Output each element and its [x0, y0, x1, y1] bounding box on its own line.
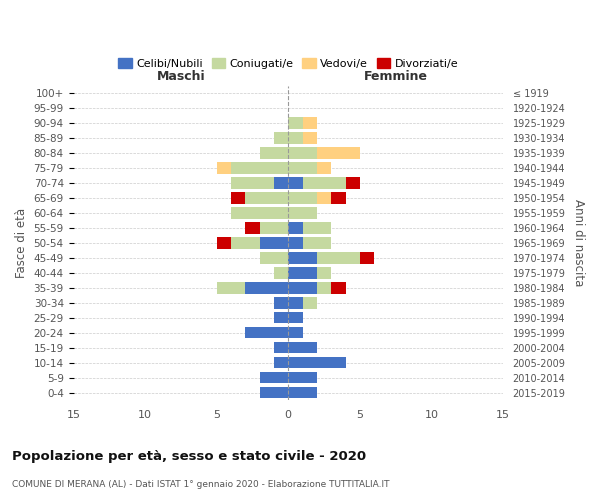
Bar: [317, 162, 331, 173]
Bar: [317, 192, 331, 203]
Bar: [302, 238, 331, 248]
Bar: [274, 298, 288, 308]
Bar: [231, 208, 288, 218]
Bar: [274, 268, 288, 278]
Bar: [288, 342, 317, 353]
Bar: [346, 178, 360, 188]
Bar: [302, 178, 346, 188]
Bar: [231, 192, 245, 203]
Bar: [288, 162, 317, 173]
Bar: [288, 327, 302, 338]
Bar: [288, 208, 317, 218]
Bar: [245, 192, 288, 203]
Bar: [288, 268, 317, 278]
Bar: [288, 252, 317, 264]
Bar: [288, 118, 302, 128]
Bar: [302, 132, 317, 143]
Bar: [260, 252, 288, 264]
Text: Popolazione per età, sesso e stato civile - 2020: Popolazione per età, sesso e stato civil…: [12, 450, 366, 463]
Bar: [260, 222, 288, 234]
Bar: [260, 387, 288, 398]
Bar: [260, 238, 288, 248]
Bar: [331, 282, 346, 294]
Bar: [317, 268, 331, 278]
Bar: [288, 298, 302, 308]
Bar: [288, 238, 302, 248]
Bar: [274, 178, 288, 188]
Text: Maschi: Maschi: [157, 70, 205, 84]
Bar: [231, 238, 260, 248]
Bar: [288, 387, 317, 398]
Bar: [274, 342, 288, 353]
Bar: [288, 148, 317, 158]
Bar: [274, 132, 288, 143]
Bar: [274, 357, 288, 368]
Text: Femmine: Femmine: [364, 70, 428, 84]
Bar: [217, 238, 231, 248]
Bar: [302, 222, 331, 234]
Bar: [217, 162, 231, 173]
Bar: [288, 132, 302, 143]
Y-axis label: Anni di nascita: Anni di nascita: [572, 200, 585, 286]
Bar: [260, 372, 288, 384]
Bar: [245, 327, 288, 338]
Bar: [288, 282, 317, 294]
Bar: [302, 298, 317, 308]
Bar: [245, 222, 260, 234]
Bar: [317, 148, 360, 158]
Bar: [288, 372, 317, 384]
Legend: Celibi/Nubili, Coniugati/e, Vedovi/e, Divorziati/e: Celibi/Nubili, Coniugati/e, Vedovi/e, Di…: [114, 54, 463, 73]
Bar: [288, 222, 302, 234]
Bar: [245, 282, 288, 294]
Bar: [260, 148, 288, 158]
Bar: [302, 118, 317, 128]
Bar: [331, 192, 346, 203]
Bar: [274, 312, 288, 324]
Bar: [288, 312, 302, 324]
Bar: [231, 162, 288, 173]
Bar: [288, 192, 317, 203]
Bar: [231, 178, 274, 188]
Bar: [317, 282, 331, 294]
Bar: [317, 252, 360, 264]
Bar: [288, 357, 346, 368]
Y-axis label: Fasce di età: Fasce di età: [15, 208, 28, 278]
Bar: [288, 178, 302, 188]
Bar: [217, 282, 245, 294]
Bar: [360, 252, 374, 264]
Text: COMUNE DI MERANA (AL) - Dati ISTAT 1° gennaio 2020 - Elaborazione TUTTITALIA.IT: COMUNE DI MERANA (AL) - Dati ISTAT 1° ge…: [12, 480, 389, 489]
